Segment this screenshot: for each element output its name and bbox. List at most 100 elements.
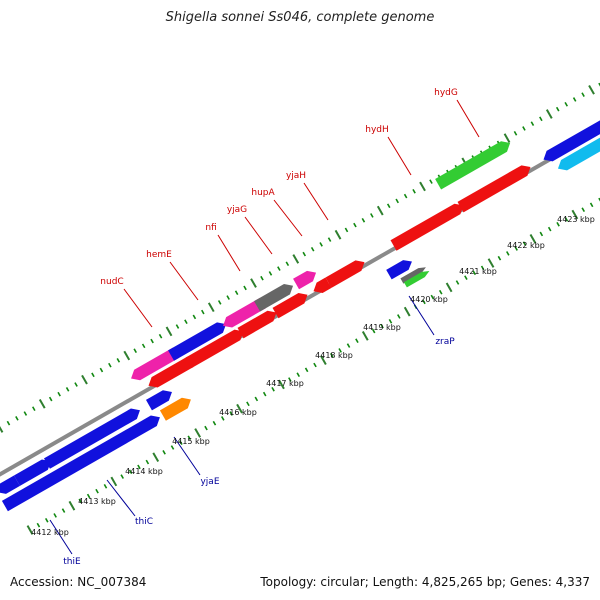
- gene-upper-red-1[interactable]: [148, 356, 194, 388]
- outer-tick: [141, 343, 146, 349]
- inner-tick: [445, 282, 453, 293]
- outer-tick: [522, 126, 526, 131]
- gene-label-yjaE[interactable]: yjaE: [200, 477, 219, 487]
- outer-tick: [158, 333, 163, 339]
- outer-tick: [201, 309, 205, 315]
- inner-tick: [110, 476, 118, 487]
- scale-label-4421: 4421 kbp: [459, 267, 497, 276]
- gene-label-nfi[interactable]: nfi: [205, 223, 216, 233]
- outer-tick: [545, 109, 553, 119]
- gene-yjaG[interactable]: [254, 284, 294, 312]
- inner-tick: [371, 328, 376, 334]
- outer-tick: [243, 285, 247, 291]
- inner-tick: [86, 493, 91, 499]
- outer-tick: [250, 278, 257, 288]
- scale-label-4414: 4414 kbp: [125, 467, 163, 476]
- gene-nfi[interactable]: [223, 297, 267, 328]
- outer-tick: [419, 181, 426, 192]
- gene-upper-blue-right[interactable]: [543, 117, 600, 162]
- inner-tick: [480, 265, 485, 271]
- gene-label-thiC[interactable]: thiC: [135, 517, 153, 527]
- gene-hydH[interactable]: [390, 203, 464, 251]
- gene-upper-red-4[interactable]: [272, 293, 308, 319]
- gene-nudC[interactable]: [131, 347, 180, 381]
- outer-tick: [310, 246, 315, 252]
- gene-upper-red-5[interactable]: [313, 277, 332, 294]
- scale-label-4419: 4419 kbp: [363, 323, 401, 332]
- gene-thiC-blue[interactable]: [43, 408, 140, 469]
- inner-tick: [564, 217, 569, 222]
- gene-lower-cyan-right[interactable]: [557, 130, 600, 171]
- outer-tick: [23, 411, 28, 416]
- gene-label-yjaH[interactable]: yjaH: [286, 171, 306, 181]
- outer-tick: [0, 425, 4, 433]
- inner-tick: [288, 377, 292, 382]
- gene-zraP-green[interactable]: [403, 271, 430, 288]
- gene-upper-red-3[interactable]: [237, 310, 277, 339]
- gene-lower-blue-1[interactable]: [0, 475, 20, 494]
- outer-tick: [588, 84, 595, 95]
- inner-tick: [598, 197, 600, 202]
- inner-tick: [397, 314, 401, 319]
- inner-tick: [506, 251, 510, 256]
- gene-yjaE[interactable]: [159, 397, 191, 421]
- leader-hydH: [387, 136, 412, 176]
- gene-hupA[interactable]: [293, 270, 317, 290]
- gene-thiE-blue[interactable]: [1, 415, 160, 512]
- leader-thiE: [49, 519, 73, 555]
- outer-tick: [175, 324, 180, 329]
- leader-hydG: [456, 99, 480, 138]
- gene-upper-red-2[interactable]: [185, 329, 244, 369]
- inner-tick: [162, 450, 166, 455]
- inner-tick: [313, 362, 317, 368]
- scale-label-4412: 4412 kbp: [31, 528, 69, 537]
- gene-label-yjaG[interactable]: yjaG: [227, 205, 247, 215]
- outer-tick: [395, 198, 399, 204]
- gene-label-hemE[interactable]: hemE: [146, 250, 172, 260]
- outer-tick: [555, 106, 560, 112]
- leader-yjaE: [173, 436, 201, 476]
- gene-label-nudC[interactable]: nudC: [100, 277, 123, 287]
- inner-tick: [145, 459, 150, 465]
- inner-tick: [430, 294, 435, 300]
- inner-tick: [556, 221, 560, 227]
- outer-tick: [260, 275, 264, 281]
- outer-tick: [319, 242, 323, 247]
- gene-lower-blue-3[interactable]: [145, 390, 172, 411]
- outer-tick: [226, 295, 230, 300]
- outer-tick: [344, 227, 349, 233]
- gene-hydG[interactable]: [435, 141, 511, 190]
- inner-tick: [204, 425, 208, 431]
- gene-label-hydH[interactable]: hydH: [365, 125, 389, 135]
- inner-tick: [128, 469, 133, 475]
- inner-tick: [589, 202, 594, 208]
- outer-tick: [268, 271, 273, 276]
- outer-tick: [6, 420, 11, 426]
- inner-tick: [187, 435, 192, 441]
- gene-lower-blue-2[interactable]: [13, 459, 51, 486]
- outer-tick: [302, 251, 307, 257]
- inner-tick: [522, 241, 527, 246]
- inner-tick: [403, 306, 411, 317]
- gene-features: [0, 117, 600, 512]
- accession-text: Accession: NC_007384: [10, 575, 147, 589]
- gene-hemE[interactable]: [168, 322, 227, 361]
- gene-label-hydG[interactable]: hydG: [434, 88, 458, 98]
- inner-tick: [472, 270, 477, 276]
- inner-tick: [229, 411, 233, 416]
- gene-hydG-red[interactable]: [457, 165, 531, 213]
- outer-tick: [503, 133, 511, 143]
- gene-label-hupA[interactable]: hupA: [251, 188, 275, 198]
- gene-label-zraP[interactable]: zraP: [435, 337, 455, 347]
- inner-tick: [61, 508, 66, 513]
- leader-hemE: [169, 261, 199, 301]
- gene-zraP-gray[interactable]: [400, 267, 426, 284]
- gene-label-thiE[interactable]: thiE: [63, 557, 81, 567]
- outer-tick: [429, 179, 433, 184]
- leader-yjaG: [244, 216, 273, 255]
- inner-tick: [262, 391, 267, 397]
- inner-tick: [355, 338, 359, 344]
- gene-zraP-blue[interactable]: [386, 260, 412, 280]
- gene-yjaH-red[interactable]: [325, 260, 365, 288]
- inner-tick: [36, 522, 41, 528]
